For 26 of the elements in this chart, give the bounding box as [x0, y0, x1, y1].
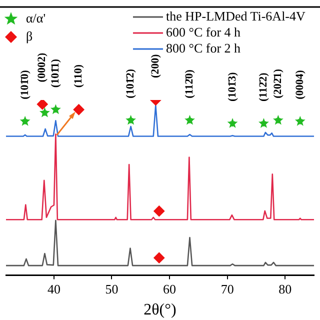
x-tick-label: 50: [105, 281, 118, 296]
x-axis-title: 2θ(°): [144, 302, 176, 319]
annotation: (202̄1): [272, 68, 284, 98]
point: [154, 206, 165, 217]
point: [36, 100, 48, 110]
annotation: (112̄2): [258, 72, 270, 102]
annotation: (0004): [294, 70, 306, 100]
annotation: (101̄3): [226, 72, 238, 102]
legend-label: the HP-LMDed Ti-6Al-4V: [166, 8, 306, 24]
annotation: (112̄0): [184, 69, 196, 98]
annotation: (110): [72, 64, 85, 88]
x-tick-label: 60: [163, 281, 176, 296]
x-tick-label: 70: [220, 281, 234, 296]
annotation: (101̄2): [124, 68, 137, 98]
legend-label: 800 °C for 2 h: [166, 40, 242, 56]
annotation: (200): [150, 54, 162, 78]
legend-label: 600 °C for 4 h: [166, 24, 242, 40]
legend-label: α/α': [26, 10, 46, 26]
point: [154, 252, 165, 264]
x-tick-label: 40: [47, 281, 60, 296]
annotation: (101̄0): [18, 70, 31, 100]
point: [73, 104, 84, 116]
annotation: (0002): [36, 52, 48, 82]
x-tick-label: 80: [278, 281, 292, 296]
legend-label: β: [26, 28, 33, 44]
annotation: (101̄1): [50, 58, 62, 88]
